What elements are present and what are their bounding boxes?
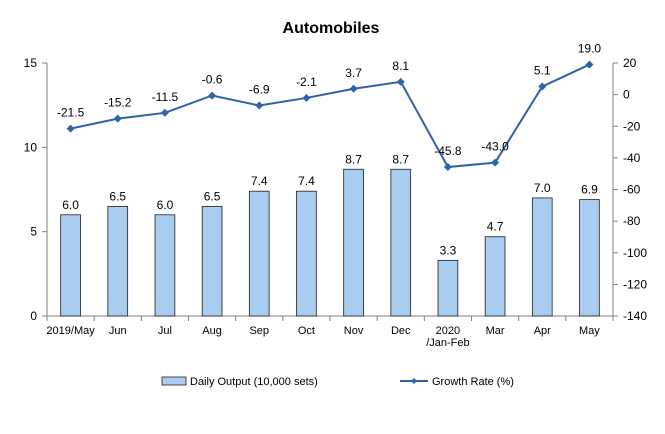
- growth-rate-point: [349, 84, 358, 93]
- bar-data-label: 4.7: [487, 220, 504, 234]
- growth-rate-point: [491, 158, 500, 167]
- legend-line-marker: [411, 378, 417, 384]
- right-tick-label: -140: [623, 309, 647, 323]
- x-tick-label: Nov: [344, 325, 364, 337]
- x-tick-label-line: Oct: [298, 325, 315, 337]
- line-data-label: 19.0: [578, 42, 602, 56]
- bar: [579, 199, 600, 317]
- x-tick-label-line: Aug: [202, 325, 222, 337]
- line-data-label: -43.0: [481, 140, 509, 154]
- x-tick-label: Sep: [249, 325, 269, 337]
- right-tick-label: -120: [623, 277, 647, 291]
- growth-rate-point: [585, 60, 594, 69]
- x-tick-label: Apr: [534, 325, 551, 337]
- bar: [201, 205, 223, 317]
- bar-data-label: 6.5: [109, 189, 126, 203]
- growth-rate-point: [443, 163, 452, 172]
- bar-data-label: 7.0: [534, 181, 551, 195]
- x-tick-label-line: /Jan-Feb: [426, 337, 469, 349]
- right-tick-label: -60: [623, 183, 641, 197]
- left-tick-label: 10: [24, 140, 38, 154]
- right-tick-label: 20: [623, 56, 637, 70]
- bar: [296, 190, 317, 317]
- bar: [437, 259, 459, 317]
- x-tick-label-line: May: [579, 325, 600, 337]
- line-data-label: 3.7: [345, 66, 362, 80]
- x-tick-label-line: Nov: [344, 325, 364, 337]
- growth-rate-point: [396, 77, 405, 86]
- x-tick-label: Jun: [109, 325, 127, 337]
- bar: [248, 190, 270, 317]
- line-data-label: -6.9: [249, 83, 270, 97]
- x-tick-label: Oct: [298, 325, 315, 337]
- growth-rate-point: [208, 91, 217, 100]
- chart-title: Automobiles: [283, 20, 380, 37]
- bar-data-label: 3.3: [440, 243, 457, 257]
- x-tick-label: 2020/Jan-Feb: [426, 325, 469, 349]
- bar: [154, 214, 176, 317]
- bar: [484, 236, 506, 317]
- line-data-label: -2.1: [296, 75, 317, 89]
- x-tick-label-line: Jul: [158, 325, 172, 337]
- x-tick-label: Jul: [158, 325, 172, 337]
- growth-rate-line: [70, 63, 590, 169]
- line-data-label: -45.8: [434, 144, 462, 158]
- left-tick-label: 15: [24, 56, 38, 70]
- line-data-label: 8.1: [392, 59, 409, 73]
- line-data-label: 5.1: [534, 64, 551, 78]
- bar-data-label: 7.4: [251, 174, 268, 188]
- growth-rate-point: [255, 101, 264, 110]
- bar-data-label: 6.0: [157, 198, 174, 212]
- line-data-label: -11.5: [152, 90, 179, 104]
- bar-data-label: 8.7: [345, 152, 362, 166]
- bar: [390, 168, 412, 317]
- right-tick-label: -100: [623, 246, 647, 260]
- x-tick-label: 2019/May: [46, 325, 95, 337]
- legend-line-label: Growth Rate (%): [432, 376, 514, 388]
- x-tick-label: May: [579, 325, 600, 337]
- left-tick-label: 5: [30, 225, 37, 239]
- x-tick-label: Dec: [391, 325, 411, 337]
- growth-rate-point: [66, 124, 75, 133]
- x-tick-label-line: Sep: [249, 325, 269, 337]
- bar-data-label: 6.5: [204, 189, 221, 203]
- right-tick-label: -80: [623, 214, 641, 228]
- bar-data-label: 6.0: [62, 198, 79, 212]
- growth-rate-point: [538, 82, 547, 91]
- line-data-label: -0.6: [202, 73, 223, 87]
- bar-data-label: 7.4: [298, 174, 315, 188]
- bar-data-label: 6.9: [581, 183, 598, 197]
- x-tick-label: Aug: [202, 325, 222, 337]
- x-tick-label-line: 2019/May: [46, 325, 95, 337]
- bar: [531, 197, 553, 317]
- bar-data-label: 8.7: [392, 152, 409, 166]
- legend-bar-label: Daily Output (10,000 sets): [190, 376, 318, 388]
- x-tick-label-line: Dec: [391, 325, 411, 337]
- right-tick-label: -20: [623, 119, 641, 133]
- bar: [107, 205, 129, 317]
- line-data-label: -15.2: [104, 96, 132, 110]
- line-data-label: -21.5: [57, 106, 85, 120]
- x-tick-label: Mar: [486, 325, 505, 337]
- x-tick-label-line: Mar: [486, 325, 505, 337]
- bar: [343, 168, 364, 317]
- x-tick-label-line: Jun: [109, 325, 127, 337]
- bar: [60, 214, 81, 317]
- legend-bar-swatch: [161, 376, 187, 386]
- right-tick-label: 0: [623, 88, 630, 102]
- right-tick-label: -40: [623, 151, 641, 165]
- growth-rate-point: [160, 108, 169, 117]
- x-tick-label-line: Apr: [534, 325, 551, 337]
- growth-rate-point: [302, 93, 311, 102]
- x-tick-label-line: 2020: [436, 325, 460, 337]
- growth-rate-point: [113, 114, 122, 123]
- left-tick-label: 0: [30, 309, 37, 323]
